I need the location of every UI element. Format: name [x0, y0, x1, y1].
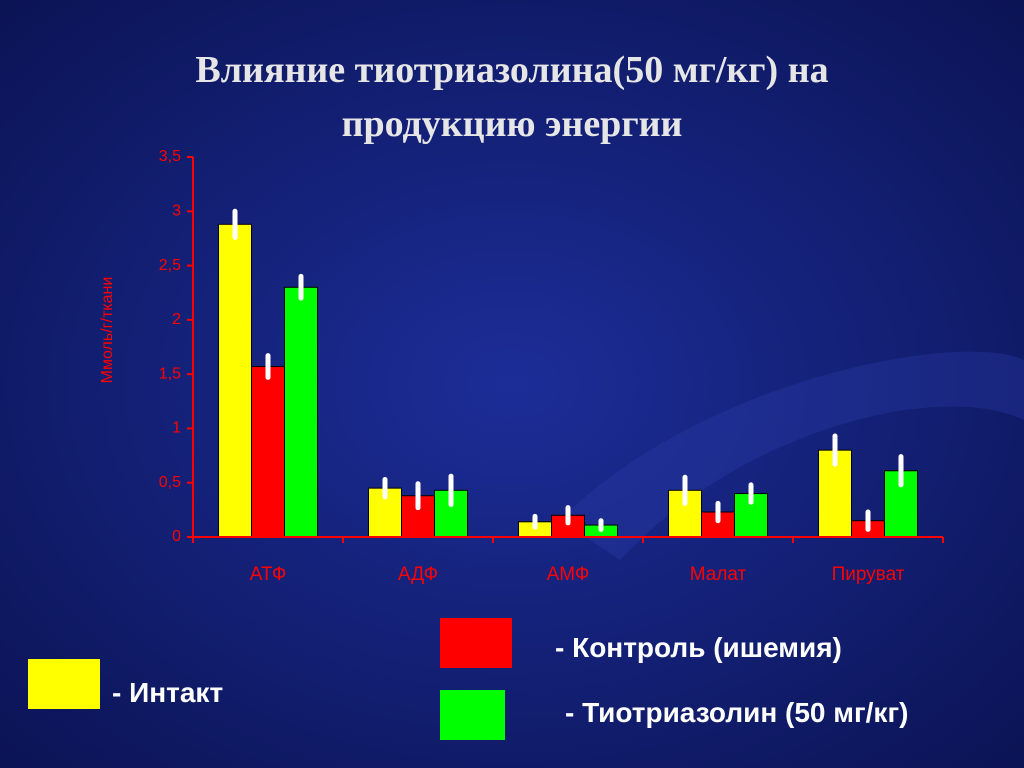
y-tick-label: 3,5 — [159, 148, 181, 165]
legend-swatch — [440, 690, 505, 740]
legend-label: - Интакт — [112, 677, 223, 708]
y-tick-label: 3 — [172, 203, 181, 220]
x-tick-label: АДФ — [398, 564, 438, 585]
bar — [284, 286, 318, 538]
x-tick-label: АТФ — [250, 564, 287, 585]
y-tick-label: 1 — [172, 420, 181, 437]
legend-swatch — [440, 618, 512, 668]
chart-title: Влияние тиотриазолина(50 мг/кг) на — [195, 49, 828, 91]
legend-label: - Тиотриазолин (50 мг/кг) — [565, 697, 908, 728]
legend-label: - Контроль (ишемия) — [555, 632, 842, 663]
x-tick-label: АМФ — [547, 564, 590, 585]
y-tick-label: 1,5 — [159, 365, 181, 382]
y-axis-label: Ммоль/г/ткани — [99, 277, 116, 384]
y-tick-label: 0 — [172, 528, 181, 545]
legend-swatch — [28, 659, 100, 709]
bar — [218, 223, 252, 538]
x-tick-label: Пируват — [832, 564, 905, 585]
y-tick-label: 0,5 — [159, 474, 181, 491]
y-tick-label: 2 — [172, 311, 181, 328]
chart-title: продукцию энергии — [342, 103, 683, 145]
x-tick-label: Малат — [690, 564, 747, 585]
y-tick-label: 2,5 — [159, 257, 181, 274]
bar — [251, 366, 285, 538]
